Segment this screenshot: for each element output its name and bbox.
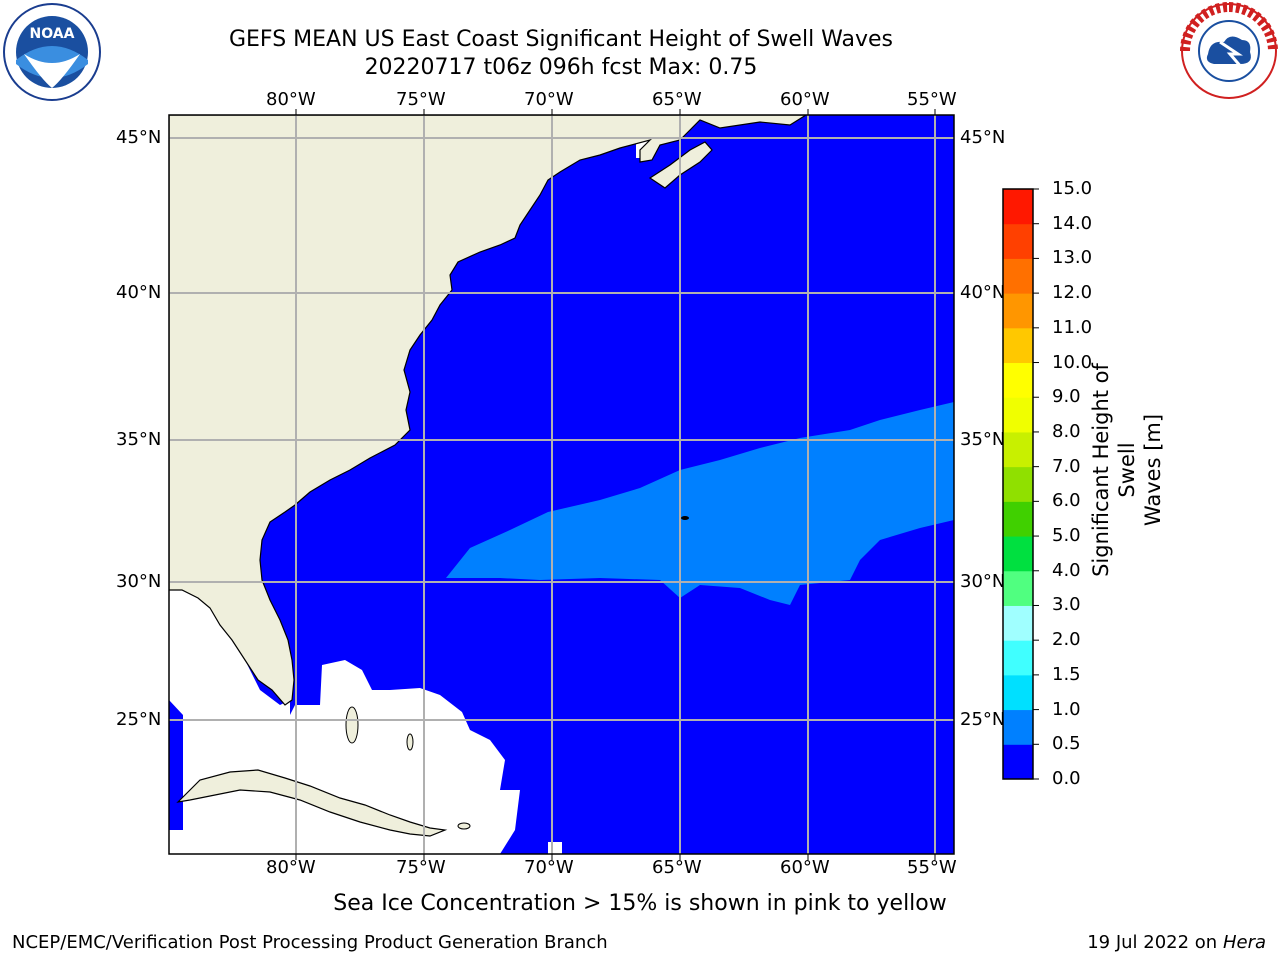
colorbar-segment <box>1003 501 1033 537</box>
colorbar-segment <box>1003 293 1033 329</box>
colorbar-tick-label: 9.0 <box>1052 386 1081 408</box>
colorbar-segment <box>1003 605 1033 641</box>
colorbar-tick-label: 0.5 <box>1052 733 1081 755</box>
footer-left: NCEP/EMC/Verification Post Processing Pr… <box>12 932 608 953</box>
colorbar-title-line2: Waves [m] <box>1141 413 1165 527</box>
lon-label-bottom: 65°W <box>652 857 702 878</box>
footer-right: 19 Jul 2022 on Hera <box>1087 932 1266 953</box>
colorbar-segment <box>1003 744 1033 780</box>
lat-label-right: 45°N <box>960 127 1006 148</box>
sea-ice-note: Sea Ice Concentration > 15% is shown in … <box>0 891 1280 916</box>
noaa-logo-text: NOAA <box>30 26 75 42</box>
colorbar-tick-label: 11.0 <box>1052 316 1093 338</box>
lon-label-bottom: 75°W <box>396 857 446 878</box>
ice-mask-caribbean <box>169 660 520 854</box>
colorbar-segment <box>1003 674 1033 711</box>
colorbar-title: Significant Height of Swell Waves [m] <box>1088 340 1166 600</box>
colorbar-segment <box>1003 536 1033 572</box>
colorbar-tick-label: 8.0 <box>1052 420 1081 442</box>
land-north-america <box>169 115 808 706</box>
footer-date: 19 Jul 2022 on <box>1087 932 1223 953</box>
colorbar-tick-label: 15.0 <box>1052 178 1093 199</box>
colorbar-tick-label: 10.0 <box>1052 351 1093 373</box>
colorbar-tick-label: 7.0 <box>1052 455 1081 477</box>
graticule <box>169 115 954 854</box>
colorbar-tick-label: 1.0 <box>1052 698 1081 720</box>
lat-label-left: 40°N <box>116 282 162 303</box>
swell-region <box>446 402 954 605</box>
colorbar-frame <box>1002 188 1034 780</box>
lon-label-top: 80°W <box>266 89 316 110</box>
lon-label-top: 65°W <box>652 89 702 110</box>
lon-label-bottom: 80°W <box>266 857 316 878</box>
colorbar-segment <box>1003 431 1033 468</box>
lat-label-left: 35°N <box>116 429 162 450</box>
chart-title: GEFS MEAN US East Coast Significant Heig… <box>228 27 894 52</box>
colorbar <box>1002 188 1039 780</box>
lon-label-top: 70°W <box>524 89 574 110</box>
colorbar-segment <box>1003 709 1033 745</box>
lon-label-bottom: 60°W <box>780 857 830 878</box>
map-frame <box>168 114 955 855</box>
footer-host: Hera <box>1222 932 1266 953</box>
lat-label-right: 30°N <box>960 571 1006 592</box>
colorbar-tick-label: 1.5 <box>1052 663 1081 685</box>
lon-label-top: 75°W <box>396 89 446 110</box>
colorbar-tick-label: 2.0 <box>1052 629 1081 651</box>
lon-label-top: 60°W <box>780 89 830 110</box>
colorbar-title-line1: Significant Height of Swell <box>1089 363 1139 577</box>
land-cuba <box>176 769 448 837</box>
colorbar-segment <box>1003 223 1033 259</box>
chart-subtitle: 20220717 t06z 096h fcst Max: 0.75 <box>364 55 758 80</box>
lat-label-left: 25°N <box>116 709 162 730</box>
colorbar-segment <box>1003 640 1033 676</box>
noaa-logo: NOAA <box>2 2 102 102</box>
colorbar-segment <box>1003 327 1033 364</box>
lat-label-left: 30°N <box>116 571 162 592</box>
lat-label-left: 45°N <box>116 127 162 148</box>
lat-label-right: 35°N <box>960 429 1006 450</box>
nws-logo <box>1180 2 1278 100</box>
colorbar-tick-label: 6.0 <box>1052 490 1081 512</box>
colorbar-segment <box>1003 570 1033 606</box>
lat-label-right: 25°N <box>960 709 1006 730</box>
colorbar-tick-label: 4.0 <box>1052 559 1081 581</box>
lon-label-bottom: 70°W <box>524 857 574 878</box>
colorbar-segment <box>1003 466 1033 502</box>
colorbar-tick-label: 12.0 <box>1052 282 1093 304</box>
colorbar-tick-label: 3.0 <box>1052 594 1081 616</box>
lat-label-right: 40°N <box>960 282 1006 303</box>
sea-ice-note-text: Sea Ice Concentration > 15% is shown in … <box>333 891 947 916</box>
lon-label-top: 55°W <box>907 89 957 110</box>
lon-label-bottom: 55°W <box>907 857 957 878</box>
colorbar-tick-label: 5.0 <box>1052 525 1081 547</box>
colorbar-segment <box>1003 189 1033 225</box>
colorbar-tick-label: 0.0 <box>1052 768 1081 789</box>
colorbar-segment <box>1003 397 1033 433</box>
colorbar-tick-label: 13.0 <box>1052 247 1093 269</box>
colorbar-segment <box>1003 258 1033 294</box>
ice-mask-florida-west <box>169 590 290 715</box>
colorbar-tick-label: 14.0 <box>1052 212 1093 234</box>
colorbar-segment <box>1003 362 1033 398</box>
